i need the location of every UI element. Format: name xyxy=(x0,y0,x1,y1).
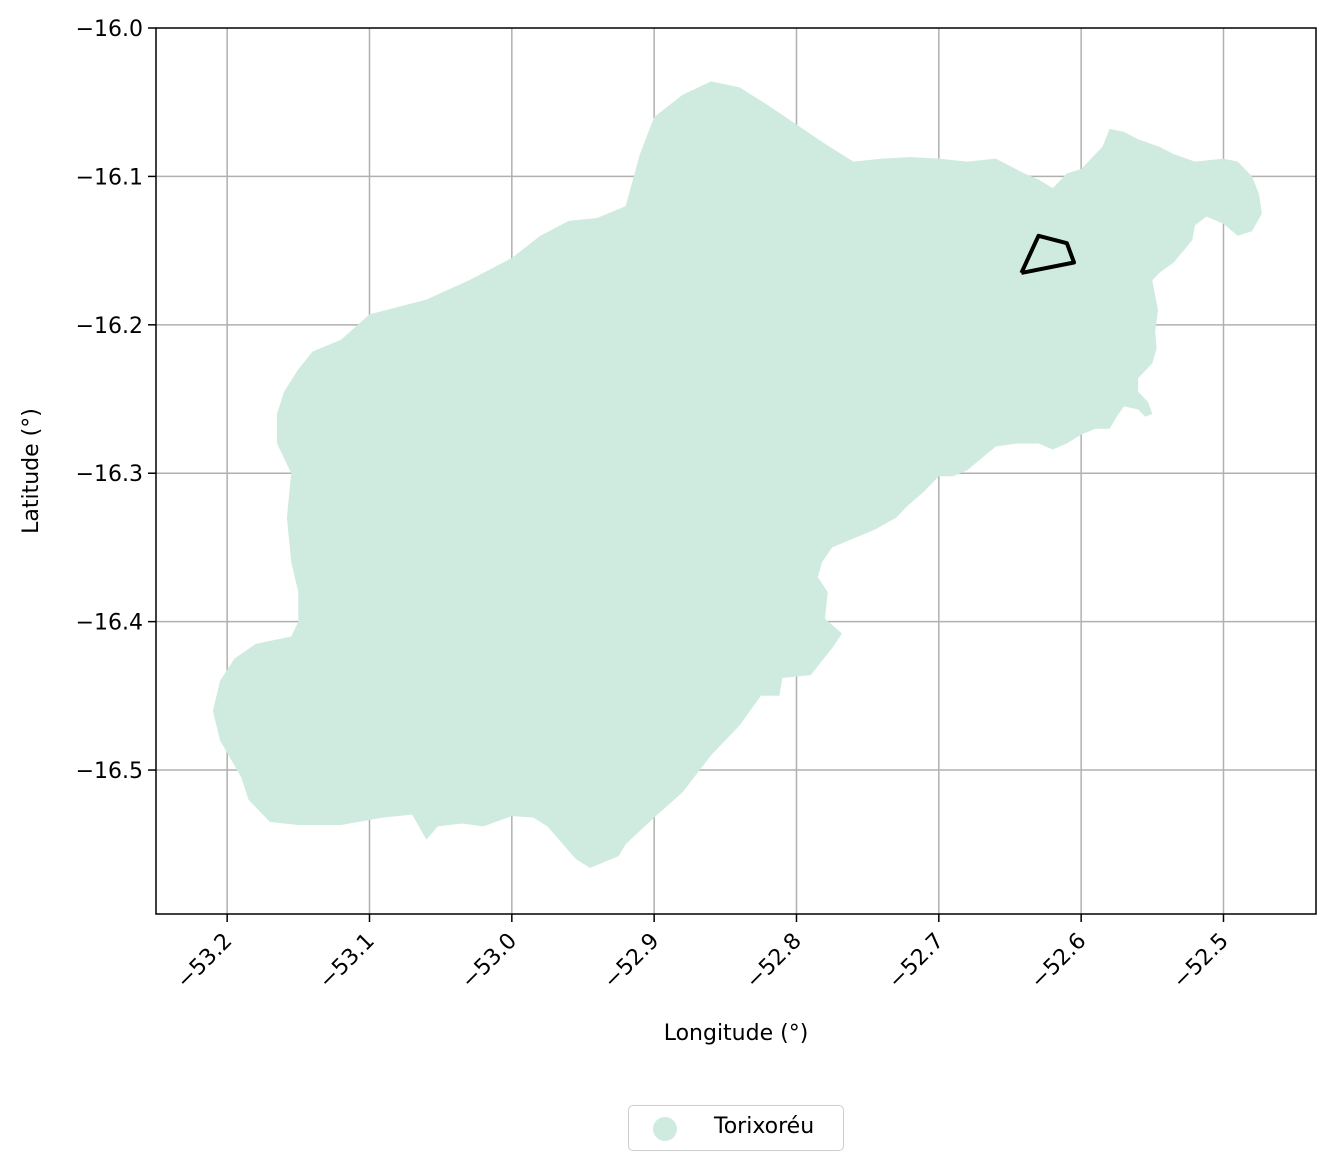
legend-label-torixoreu: Torixoréu xyxy=(714,1114,815,1139)
x-tick-label: −52.8 xyxy=(741,929,806,994)
y-tick-label: −16.3 xyxy=(76,462,143,487)
y-axis-label: Latitude (°) xyxy=(19,408,44,534)
x-tick-label: −53.2 xyxy=(172,929,237,994)
y-tick-label: −16.4 xyxy=(76,611,143,636)
x-axis-ticks: −53.2 −53.1 −53.0 −52.9 −52.8 −52.7 −52.6 −52.5 xyxy=(172,914,1234,994)
y-tick-label: −16.1 xyxy=(76,165,143,190)
x-tick-label: −52.6 xyxy=(1026,929,1091,994)
x-axis-label: Longitude (°) xyxy=(664,1021,809,1046)
x-tick-label: −52.5 xyxy=(1168,929,1233,994)
x-tick-label: −53.1 xyxy=(314,929,379,994)
x-tick-label: −52.9 xyxy=(599,929,664,994)
y-tick-label: −16.0 xyxy=(76,17,143,42)
legend: Torixoréu xyxy=(628,1105,844,1151)
y-axis-ticks: −16.0 −16.1 −16.2 −16.3 −16.4 −16.5 xyxy=(76,17,156,784)
y-tick-label: −16.2 xyxy=(76,314,143,339)
region-torixoreu-fill xyxy=(212,81,1262,868)
legend-marker-torixoreu xyxy=(653,1117,677,1141)
x-tick-label: −53.0 xyxy=(457,929,522,994)
y-tick-label: −16.5 xyxy=(76,759,143,784)
plot-area-frame xyxy=(155,27,1317,915)
boundary-outline xyxy=(1019,233,1076,275)
x-tick-label: −52.7 xyxy=(884,929,949,994)
